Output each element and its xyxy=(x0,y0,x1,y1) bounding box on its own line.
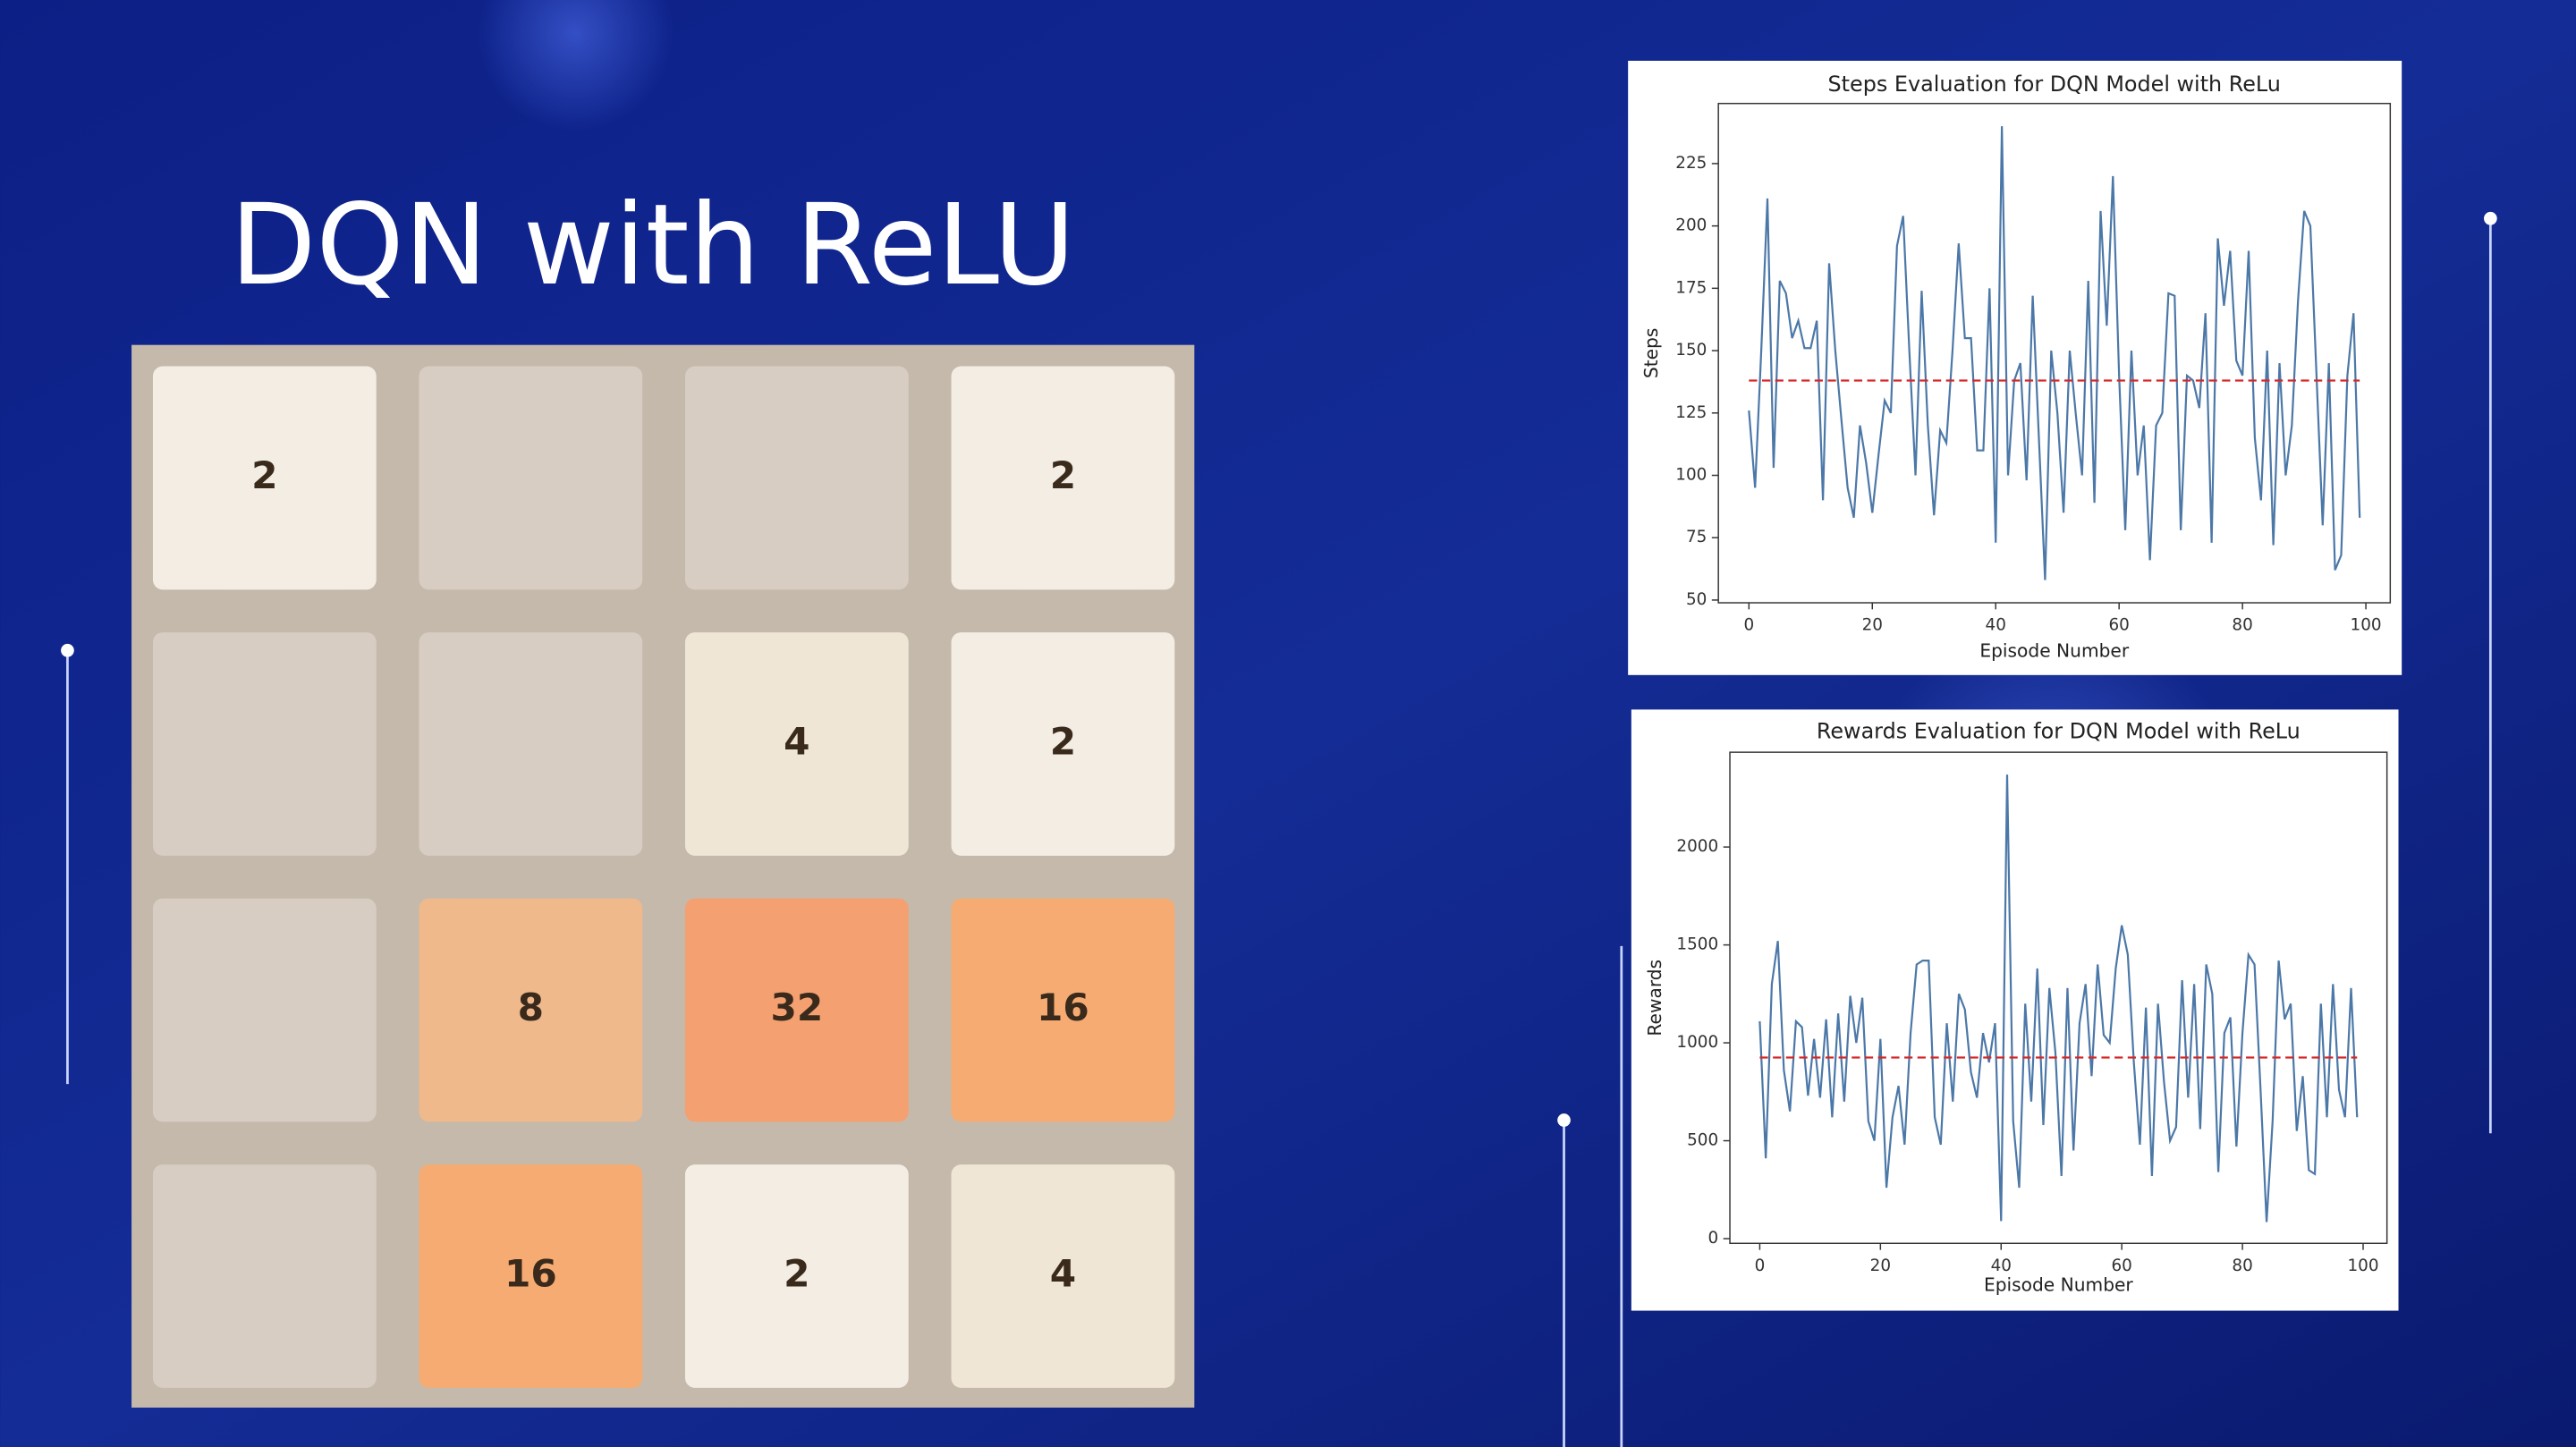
glow xyxy=(476,0,674,131)
x-tick-label: 80 xyxy=(2232,616,2252,635)
plot-frame xyxy=(1717,102,2392,604)
y-tick-label: 1500 xyxy=(1676,935,1718,954)
x-tick-label: 20 xyxy=(1870,1257,1891,1275)
x-tick-label: 0 xyxy=(1755,1257,1766,1275)
tile xyxy=(152,632,377,856)
x-tick-label: 100 xyxy=(2351,616,2382,635)
y-tick-label: 150 xyxy=(1675,341,1707,360)
y-tick-label: 75 xyxy=(1686,528,1707,546)
y-tick-label: 125 xyxy=(1675,403,1707,422)
data-line xyxy=(1748,126,2361,580)
tile xyxy=(951,366,1175,590)
tile xyxy=(684,898,909,1122)
x-axis-label: Episode Number xyxy=(1984,1274,2133,1296)
tile xyxy=(684,366,909,590)
tile xyxy=(419,1164,643,1388)
tile-number: 2 xyxy=(1050,453,1076,497)
tile xyxy=(419,366,643,590)
plot-frame xyxy=(1729,751,2388,1245)
tile-number: 16 xyxy=(504,1251,557,1295)
tile xyxy=(419,898,643,1122)
tile-number: 4 xyxy=(1050,1251,1076,1295)
chart-panel xyxy=(1628,60,2402,675)
tile-number: 32 xyxy=(770,986,823,1029)
tile xyxy=(152,1164,377,1388)
slide-title: DQN with ReLU xyxy=(230,181,1075,310)
chart-title: Rewards Evaluation for DQN Model with Re… xyxy=(1817,719,2301,744)
charts: Steps Evaluation for DQN Model with ReLu… xyxy=(1628,60,2402,1311)
y-axis-label: Steps xyxy=(1640,328,1662,378)
y-tick-label: 2000 xyxy=(1676,837,1718,856)
x-tick-label: 40 xyxy=(1986,616,2006,635)
tile-number: 2 xyxy=(784,1251,809,1295)
y-axis-label: Rewards xyxy=(1644,960,1665,1037)
x-axis-label: Episode Number xyxy=(1979,640,2129,662)
y-tick-label: 500 xyxy=(1687,1131,1718,1150)
board-grid: 2 2 4 2 8 32 16 16 2 4 xyxy=(152,366,1175,1388)
tile xyxy=(951,632,1175,856)
tile xyxy=(951,898,1175,1122)
x-tick-label: 100 xyxy=(2347,1257,2378,1275)
chart-panel xyxy=(1631,709,2399,1311)
tile-number: 8 xyxy=(518,986,544,1029)
x-tick-label: 20 xyxy=(1862,616,1883,635)
x-tick-label: 40 xyxy=(1991,1257,2012,1275)
y-tick-label: 1000 xyxy=(1676,1033,1718,1052)
tile xyxy=(684,1164,909,1388)
x-tick-label: 80 xyxy=(2232,1257,2252,1275)
tile xyxy=(684,632,909,856)
y-tick-label: 200 xyxy=(1675,216,1707,235)
tile xyxy=(152,898,377,1122)
tile xyxy=(419,632,643,856)
x-tick-label: 60 xyxy=(2108,616,2129,635)
chart-title: Steps Evaluation for DQN Model with ReLu xyxy=(1828,72,2281,97)
tile-number: 4 xyxy=(784,719,809,763)
y-tick-label: 50 xyxy=(1686,590,1707,609)
tile-number: 16 xyxy=(1037,986,1089,1029)
tile xyxy=(152,366,377,590)
x-tick-label: 60 xyxy=(2111,1257,2131,1275)
tile-number: 2 xyxy=(1050,719,1076,763)
tile-number: 2 xyxy=(251,453,277,497)
tile xyxy=(951,1164,1175,1388)
light-dot xyxy=(1557,1113,1571,1127)
light-dot xyxy=(61,643,74,657)
y-tick-label: 100 xyxy=(1675,466,1707,485)
data-line xyxy=(1758,774,2359,1223)
y-tick-label: 225 xyxy=(1675,154,1707,173)
y-tick-label: 0 xyxy=(1707,1229,1718,1248)
light-dot xyxy=(2484,211,2497,225)
y-tick-label: 175 xyxy=(1675,278,1707,297)
x-tick-label: 0 xyxy=(1743,616,1754,635)
